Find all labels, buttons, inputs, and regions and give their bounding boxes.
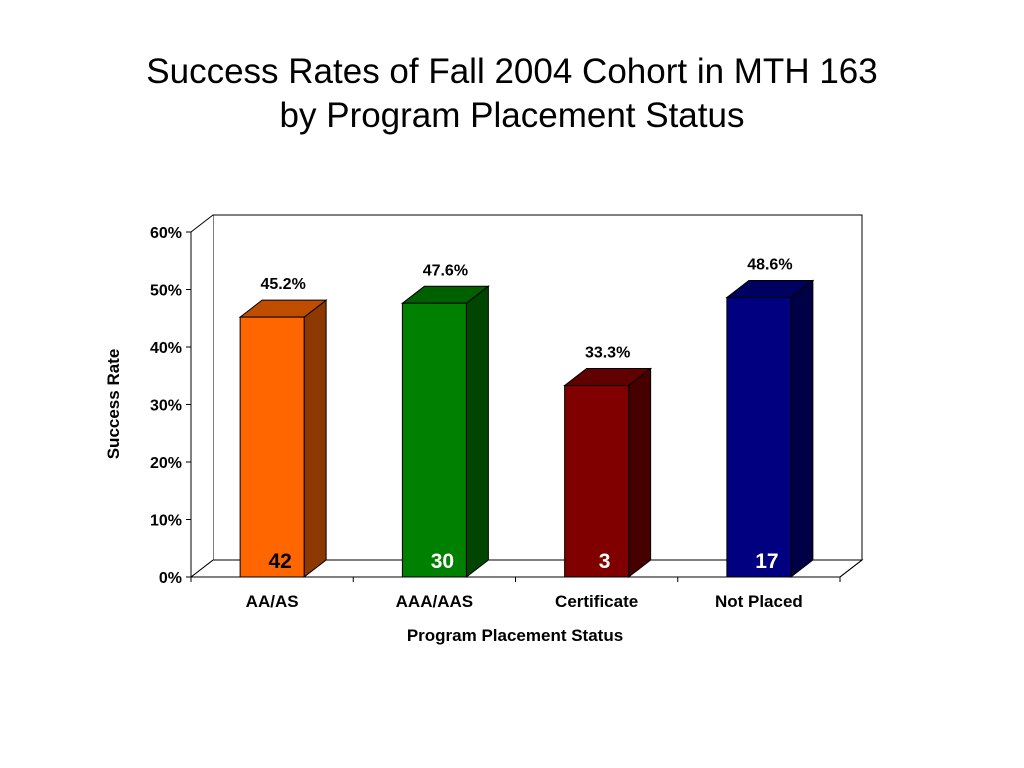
chart-title-line-1: Success Rates of Fall 2004 Cohort in MTH…: [146, 52, 878, 91]
data-label: 48.6%: [747, 257, 792, 274]
floor-left-edge: [190, 559, 214, 578]
bar-aa-as: 45.2% 42: [238, 276, 328, 579]
chart-title-line-2: by Program Placement Status: [279, 96, 745, 135]
chart-title: Success Rates of Fall 2004 Cohort in MTH…: [0, 50, 1024, 138]
x-tick-label: Not Placed: [715, 592, 803, 611]
wall-top-edge: [190, 214, 214, 233]
bar: [401, 302, 467, 578]
bar: [239, 316, 305, 578]
y-tick-label: 10%: [150, 513, 182, 530]
count-label: 17: [755, 550, 778, 573]
x-tick-label: AA/AS: [246, 592, 299, 611]
bar-not-placed: 48.6% 17: [725, 257, 815, 579]
count-label: 42: [268, 550, 291, 573]
count-label: 3: [599, 550, 611, 573]
y-tick-label: 0%: [159, 570, 182, 587]
plot-side-wall: [191, 215, 213, 577]
y-tick-label: 30%: [150, 398, 182, 415]
bar-side-face: [790, 279, 814, 579]
bar: [564, 385, 630, 578]
x-tick-label: Certificate: [555, 592, 638, 611]
count-label: 30: [431, 550, 454, 573]
y-tick-label: 40%: [150, 340, 182, 357]
y-tick-label: 50%: [150, 283, 182, 300]
data-label: 33.3%: [585, 345, 630, 362]
bar-certificate: 33.3% 3: [563, 345, 653, 579]
y-tick-label: 20%: [150, 455, 182, 472]
floor-right-edge: [839, 559, 863, 578]
x-axis-label: Program Placement Status: [407, 626, 623, 645]
bar-aaa-aas: 47.6% 30: [400, 262, 490, 579]
y-axis: 0% 10% 20% 30% 40% 50% 60%: [150, 225, 192, 587]
y-axis-label: Success Rate: [104, 349, 123, 460]
bar-series: 45.2% 42 47.6% 30 33.3% 3 48.6% 17: [238, 257, 815, 579]
bar-side-face: [465, 285, 489, 579]
data-label: 45.2%: [260, 276, 305, 293]
data-label: 47.6%: [423, 262, 468, 279]
bar-side-face: [303, 299, 327, 579]
bar: [726, 297, 792, 578]
y-tick-label: 60%: [150, 225, 182, 242]
bar-side-face: [628, 367, 652, 579]
x-tick-label: AAA/AAS: [396, 592, 473, 611]
